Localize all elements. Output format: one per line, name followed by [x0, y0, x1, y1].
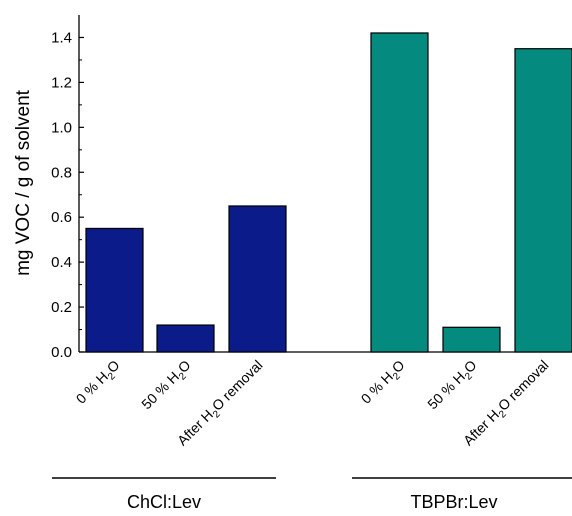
- bars: [85, 32, 572, 353]
- y-tick-label: 1.4: [51, 29, 72, 46]
- group-label: ChCl:Lev: [127, 492, 201, 512]
- bar: [228, 205, 287, 353]
- category-label: 50 % H2O: [138, 357, 196, 415]
- y-axis-title: mg VOC / g of solvent: [13, 89, 34, 276]
- group-label: TBPBr:Lev: [410, 492, 497, 512]
- y-tick-label: 1.0: [51, 119, 72, 136]
- y-tick-label: 0.6: [51, 209, 72, 226]
- bar: [442, 326, 501, 353]
- group-labels: ChCl:Lev TBPBr:Lev: [52, 477, 572, 512]
- bar: [85, 227, 144, 353]
- category-label: 0 % H2O: [73, 357, 126, 410]
- y-tick-label: 0.2: [51, 299, 72, 316]
- y-tick-label: 0.8: [51, 164, 72, 181]
- bar: [514, 48, 572, 353]
- y-tick-label: 0.4: [51, 254, 72, 271]
- y-tick-label: 1.2: [51, 74, 72, 91]
- bar: [156, 324, 215, 353]
- category-label: 0 % H2O: [358, 357, 411, 410]
- bar: [370, 32, 429, 353]
- category-label: 50 % H2O: [424, 357, 482, 415]
- y-tick-label: 0.0: [51, 344, 72, 361]
